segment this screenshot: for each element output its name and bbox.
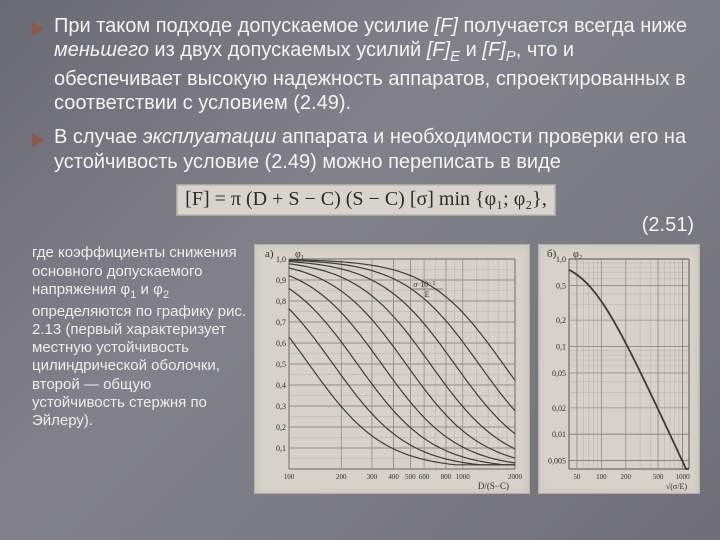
svg-text:0,2: 0,2 bbox=[556, 316, 566, 325]
lower-region: где коэффициенты снижения основного допу… bbox=[32, 244, 700, 494]
svg-text:50: 50 bbox=[573, 473, 581, 481]
svg-text:0,005: 0,005 bbox=[548, 457, 566, 466]
svg-text:φ₁: φ₁ bbox=[295, 249, 304, 260]
bullet-2: В случае эксплуатации аппарата и необход… bbox=[32, 125, 700, 174]
svg-text:0,1: 0,1 bbox=[556, 343, 566, 352]
svg-text:200: 200 bbox=[621, 473, 632, 481]
svg-text:0,02: 0,02 bbox=[552, 404, 566, 413]
svg-text:800: 800 bbox=[441, 473, 452, 481]
bullet-1-text: При таком подходе допускаемое усилие [F]… bbox=[54, 14, 700, 115]
svg-text:200: 200 bbox=[336, 473, 347, 481]
svg-text:400: 400 bbox=[388, 473, 399, 481]
svg-text:0,3: 0,3 bbox=[276, 402, 286, 411]
svg-text:0,5: 0,5 bbox=[276, 360, 286, 369]
svg-text:0,9: 0,9 bbox=[276, 276, 286, 285]
svg-text:0,05: 0,05 bbox=[552, 369, 566, 378]
svg-text:100: 100 bbox=[596, 473, 607, 481]
formula-row: [F] = π (D + S − C) (S − C) [σ] min {φ₁;… bbox=[32, 184, 700, 216]
figure-b: 1,0 0,5 0,2 0,1 0,05 0,02 0,01 0,005 50 100 200 500… bbox=[538, 244, 700, 494]
svg-text:1,0: 1,0 bbox=[556, 255, 566, 264]
svg-text:D/(S−C): D/(S−C) bbox=[478, 481, 509, 491]
svg-text:500: 500 bbox=[653, 473, 664, 481]
formula: [F] = π (D + S − C) (S − C) [σ] min {φ₁;… bbox=[176, 184, 556, 216]
svg-text:√(σ/E): √(σ/E) bbox=[666, 482, 687, 491]
equation-number: (2.51) bbox=[642, 214, 694, 237]
slide: При таком подходе допускаемое усилие [F]… bbox=[0, 0, 720, 540]
svg-text:0,01: 0,01 bbox=[552, 430, 566, 439]
svg-text:500: 500 bbox=[405, 473, 416, 481]
figures: 1,0 0,9 0,8 0,7 0,6 0,5 0,4 0,3 0,2 0,1 100 200 300 4… bbox=[248, 244, 700, 494]
svg-text:0,1: 0,1 bbox=[276, 444, 286, 453]
svg-text:σ·10⁻⁵: σ·10⁻⁵ bbox=[413, 280, 435, 289]
bullet-1: При таком подходе допускаемое усилие [F]… bbox=[32, 14, 700, 115]
figure-caption: где коэффициенты снижения основного допу… bbox=[32, 244, 248, 430]
svg-text:600: 600 bbox=[419, 473, 430, 481]
svg-text:1,0: 1,0 bbox=[276, 255, 286, 264]
svg-text:0,4: 0,4 bbox=[276, 381, 286, 390]
svg-text:0,7: 0,7 bbox=[276, 318, 286, 327]
svg-text:1000: 1000 bbox=[456, 473, 471, 481]
svg-text:2000: 2000 bbox=[508, 473, 523, 481]
svg-text:0,6: 0,6 bbox=[276, 339, 286, 348]
svg-text:0,8: 0,8 bbox=[276, 297, 286, 306]
svg-text:ι·i: ι·i bbox=[668, 492, 676, 493]
svg-text:0,2: 0,2 bbox=[276, 423, 286, 432]
bullet-arrow-icon bbox=[32, 133, 46, 147]
svg-text:300: 300 bbox=[367, 473, 378, 481]
svg-text:φ₂: φ₂ bbox=[573, 249, 582, 260]
svg-text:100: 100 bbox=[284, 473, 295, 481]
bullet-arrow-icon bbox=[32, 22, 46, 36]
bullet-2-text: В случае эксплуатации аппарата и необход… bbox=[54, 125, 700, 174]
svg-text:0,5: 0,5 bbox=[556, 282, 566, 291]
svg-text:E: E bbox=[425, 290, 430, 299]
svg-text:1000: 1000 bbox=[676, 473, 691, 481]
svg-text:б): б) bbox=[547, 248, 557, 260]
figure-a: 1,0 0,9 0,8 0,7 0,6 0,5 0,4 0,3 0,2 0,1 100 200 300 4… bbox=[254, 244, 530, 494]
svg-text:a): a) bbox=[265, 248, 274, 260]
